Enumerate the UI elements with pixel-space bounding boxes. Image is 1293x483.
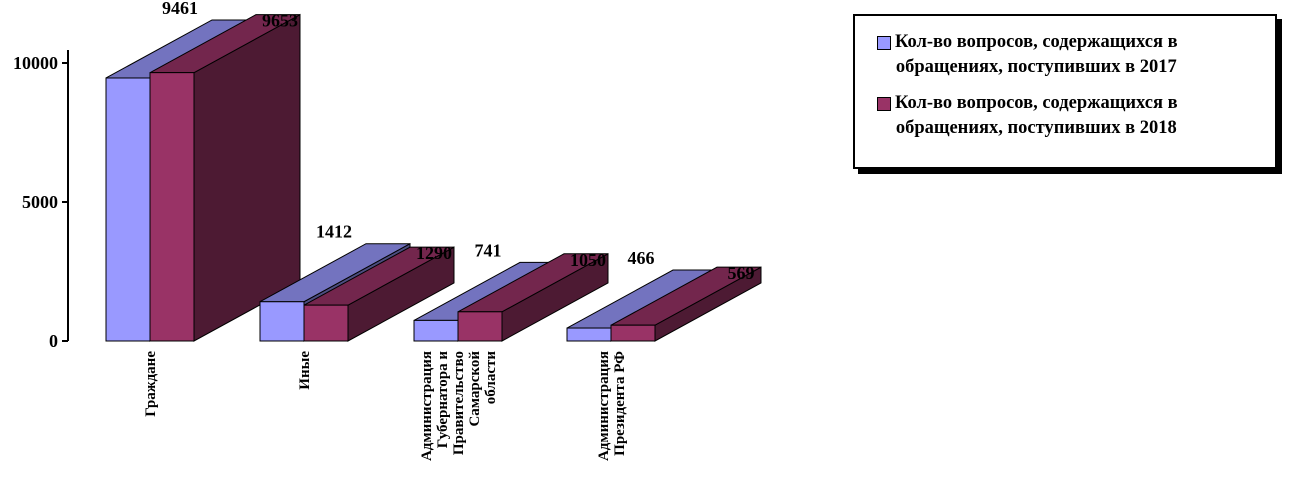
y-tick-label-1: 5000 bbox=[22, 192, 58, 212]
bar-front-1-1 bbox=[303, 304, 349, 342]
bar-front-0-2 bbox=[413, 319, 459, 342]
category-label-1-0: Иные bbox=[297, 351, 313, 390]
legend-swatch-2017 bbox=[877, 36, 891, 50]
value-label-1-0: 9653 bbox=[262, 11, 298, 31]
bar-front-0-1 bbox=[259, 301, 305, 342]
category-label-2-0: Администрация bbox=[419, 351, 435, 461]
value-label-1-3: 569 bbox=[728, 263, 755, 283]
bar-front-1-2 bbox=[457, 311, 503, 342]
category-label-3-0: Администрация bbox=[596, 351, 612, 461]
legend-swatch-2018 bbox=[877, 97, 891, 111]
legend: Кол-во вопросов, содержащихся в обращени… bbox=[853, 14, 1277, 169]
value-label-0-2: 741 bbox=[475, 240, 502, 260]
legend-item-2017: Кол-во вопросов, содержащихся в обращени… bbox=[877, 30, 1275, 80]
y-tick-label-0: 0 bbox=[49, 331, 58, 351]
value-label-0-0: 9461 bbox=[162, 0, 198, 18]
category-label-3-1: Президента РФ bbox=[612, 351, 628, 456]
value-label-1-1: 1290 bbox=[416, 243, 452, 263]
category-label-2-4: области bbox=[483, 351, 499, 405]
legend-item-2018: Кол-во вопросов, содержащихся в обращени… bbox=[877, 91, 1275, 141]
bar-front-0-0 bbox=[105, 77, 151, 342]
bar-front-1-0 bbox=[149, 72, 195, 342]
bar-front-0-3 bbox=[566, 327, 612, 342]
category-label-2-3: Самарской bbox=[467, 351, 483, 427]
value-label-0-3: 466 bbox=[628, 248, 655, 268]
value-label-1-2: 1050 bbox=[570, 250, 606, 270]
legend-label-2018: Кол-во вопросов, содержащихся в обращени… bbox=[895, 93, 1178, 138]
y-tick-label-2: 10000 bbox=[13, 53, 58, 73]
value-label-0-1: 1412 bbox=[316, 222, 352, 242]
bar-front-1-3 bbox=[610, 324, 656, 342]
category-label-2-1: Губернатора и bbox=[435, 351, 451, 449]
legend-label-2017: Кол-во вопросов, содержащихся в обращени… bbox=[895, 32, 1178, 77]
category-label-0-0: Граждане bbox=[143, 351, 159, 417]
category-label-2-2: Правительство bbox=[451, 351, 467, 455]
